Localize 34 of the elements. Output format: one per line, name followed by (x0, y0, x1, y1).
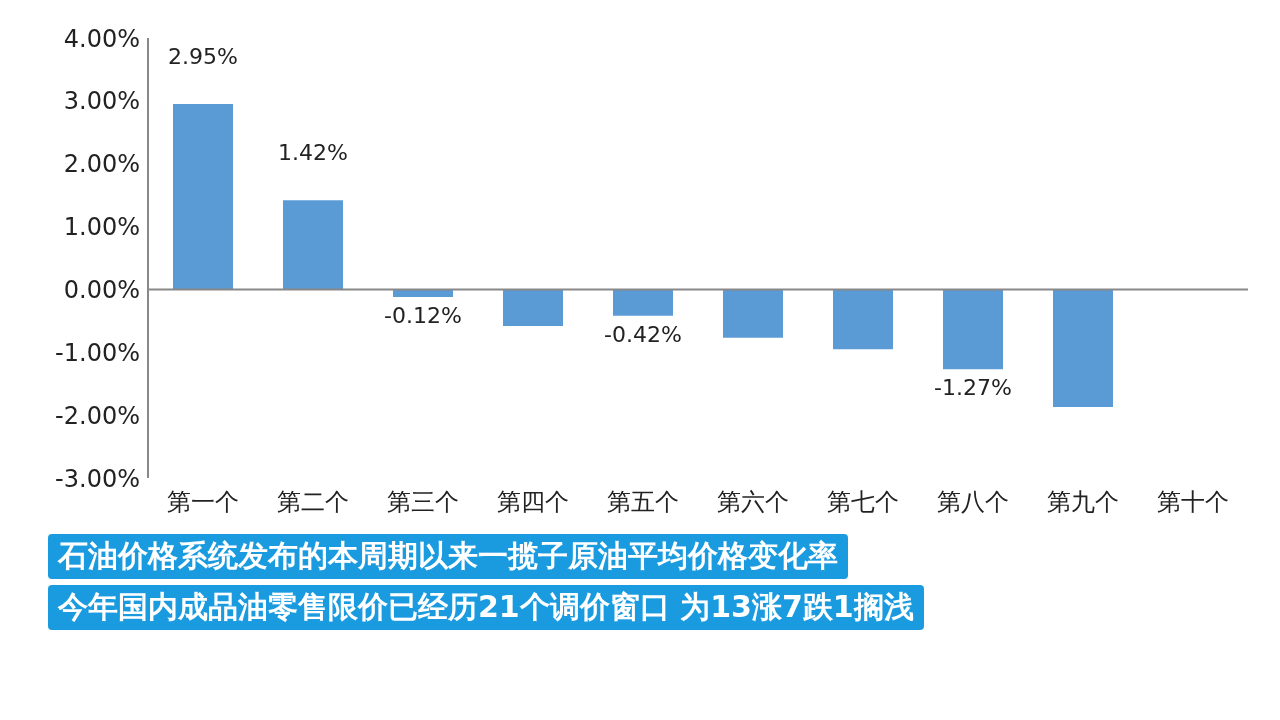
bar (723, 289, 783, 338)
x-tick-label: 第四个 (497, 488, 569, 516)
x-tick-label: 第七个 (827, 488, 899, 516)
bar (833, 289, 893, 350)
x-tick-label: 第九个 (1047, 488, 1119, 516)
y-tick-label: 1.00% (63, 213, 140, 242)
x-tick-label: 第一个 (167, 488, 239, 516)
x-tick-label: 第十个 (1157, 488, 1229, 516)
x-tick-label: 第三个 (387, 488, 459, 516)
data-label: 2.95% (168, 44, 238, 69)
y-tick-label: 0.00% (63, 275, 140, 304)
x-tick-label: 第八个 (937, 488, 1009, 516)
bar (283, 200, 343, 290)
y-tick-label: 4.00% (63, 24, 140, 53)
bar (943, 289, 1003, 370)
bar (393, 289, 453, 297)
y-tick-label: -2.00% (55, 401, 140, 430)
bar (613, 289, 673, 316)
bar (173, 104, 233, 290)
data-label: -0.42% (604, 321, 682, 347)
text: 今年国内成品油零售限价已经历21个调价窗口 为13涨7跌1搁浅 (48, 585, 924, 630)
bar (1053, 289, 1113, 407)
y-tick-label: 2.00% (63, 150, 140, 179)
y-tick-label: -3.00% (55, 464, 140, 493)
y-tick-label: 3.00% (63, 87, 140, 116)
text: 石油价格系统发布的本周期以来一揽子原油平均价格变化率 (48, 534, 848, 579)
data-label: 1.42% (278, 140, 348, 166)
bar (503, 289, 563, 326)
data-label: -1.27% (934, 375, 1012, 401)
x-tick-label: 第六个 (717, 488, 789, 516)
x-tick-label: 第二个 (277, 488, 349, 516)
x-tick-label: 第五个 (607, 488, 679, 516)
data-label: -0.12% (384, 302, 462, 328)
y-tick-label: -1.00% (55, 338, 140, 367)
